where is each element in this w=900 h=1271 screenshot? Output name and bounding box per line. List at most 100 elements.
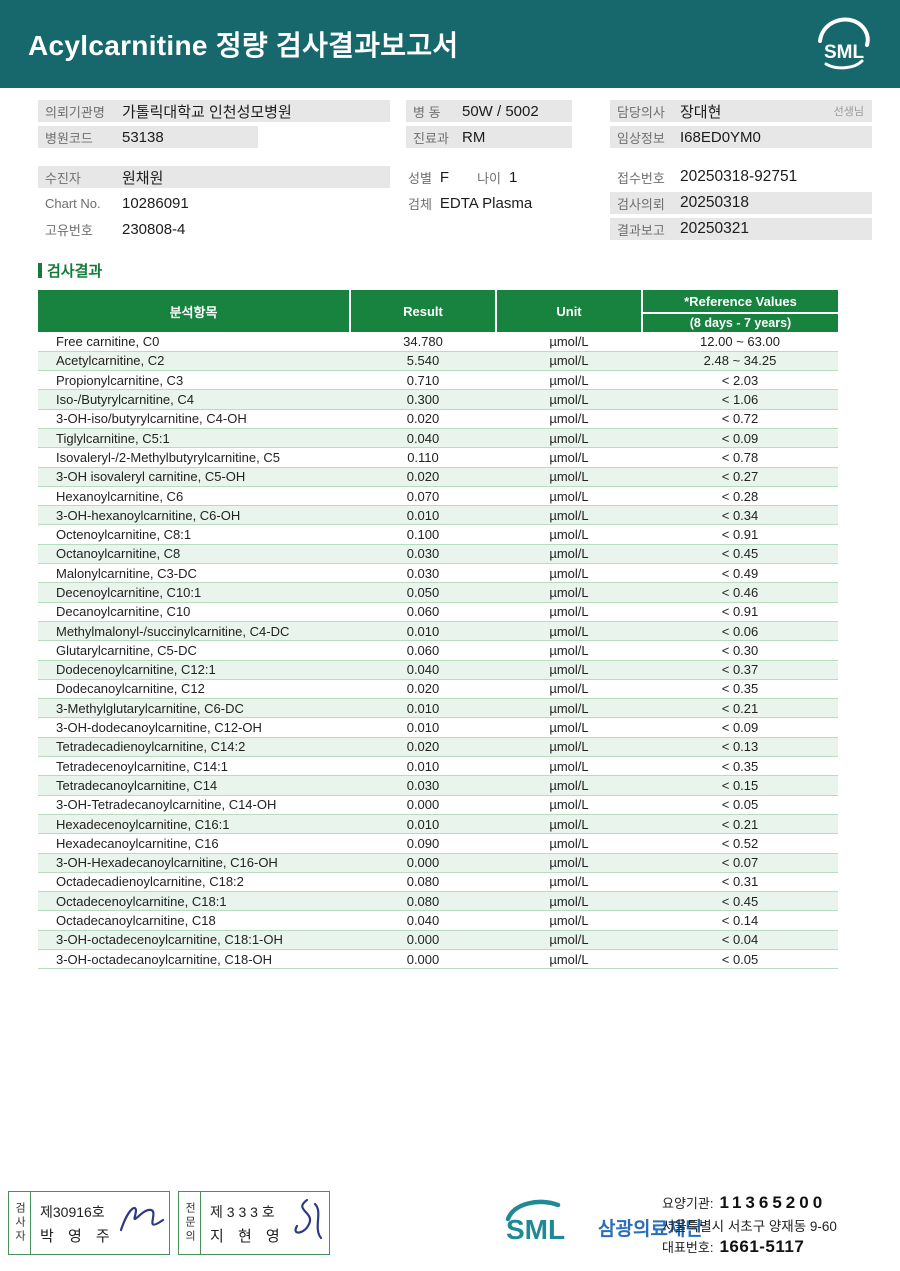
table-row: Octenoylcarnitine, C8:1 0.100 µmol/L < 0.91	[38, 524, 838, 545]
analyte-name: Hexadecanoylcarnitine, C16	[38, 833, 350, 854]
result-value: 0.070	[350, 486, 496, 507]
table-row: Glutarylcarnitine, C5-DC 0.060 µmol/L < 0.3…	[38, 640, 838, 661]
unit-value: µmol/L	[496, 621, 642, 642]
report-date-label: 결과보고	[617, 222, 665, 238]
reference-range: < 0.31	[642, 872, 838, 893]
analyte-name: Hexanoylcarnitine, C6	[38, 486, 350, 507]
table-row: 3-OH-Tetradecanoylcarnitine, C14-OH 0.000…	[38, 795, 838, 815]
unit-value: µmol/L	[496, 949, 642, 970]
table-row: 3-OH-octadecenoylcarnitine, C18:1-OH 0.00…	[38, 930, 838, 951]
analyte-name: Malonylcarnitine, C3-DC	[38, 563, 350, 584]
analyte-name: Octanoylcarnitine, C8	[38, 544, 350, 565]
analyte-name: Free carnitine, C0	[38, 332, 350, 352]
analyte-name: Octadecenoylcarnitine, C18:1	[38, 891, 350, 912]
unit-value: µmol/L	[496, 853, 642, 873]
specimen-value: EDTA Plasma	[439, 194, 533, 212]
reference-range: < 0.72	[642, 409, 838, 429]
reference-range: < 1.06	[642, 389, 838, 410]
result-value: 0.010	[350, 621, 496, 642]
doctor-label: 담당의사	[617, 104, 665, 120]
table-row: Tetradecenoylcarnitine, C14:1 0.010 µmol/L…	[38, 756, 838, 777]
reference-range: < 0.21	[642, 814, 838, 835]
reference-range: < 0.45	[642, 891, 838, 912]
result-value: 0.040	[350, 910, 496, 931]
table-row: Decanoylcarnitine, C10 0.060 µmol/L < 0.91	[38, 602, 838, 622]
unique-no-label: 고유번호	[45, 222, 93, 238]
analyte-name: Isovaleryl-/2-Methylbutyrylcarnitine, C5	[38, 447, 350, 468]
reference-range: < 0.34	[642, 505, 838, 526]
tester-stamp-body: 제30916호 박 영 주	[31, 1192, 115, 1254]
reference-range: < 0.35	[642, 756, 838, 777]
request-date-label: 검사의뢰	[617, 196, 665, 212]
sml-logo-text: SML	[824, 42, 865, 63]
tel-number: 1661-5117	[719, 1237, 805, 1256]
unit-value: µmol/L	[496, 910, 642, 931]
column-header-result: Result	[349, 290, 496, 332]
table-row: 3-OH-Hexadecanoylcarnitine, C16-OH 0.000 µ…	[38, 853, 838, 873]
reference-range: < 0.13	[642, 737, 838, 758]
reference-range: < 0.05	[642, 795, 838, 815]
results-table: 분석항목 Result Unit *Reference Values (8 da…	[38, 290, 838, 970]
field-request-date: 검사의뢰 20250318	[610, 192, 872, 214]
unit-value: µmol/L	[496, 660, 642, 680]
care-org-line: 요양기관: 11365200	[662, 1193, 892, 1213]
reference-range: < 0.30	[642, 640, 838, 661]
reference-range: < 0.45	[642, 544, 838, 565]
table-row: Propionylcarnitine, C3 0.710 µmol/L < 2.03	[38, 370, 838, 391]
table-row: 3-Methylglutarylcarnitine, C6-DC 0.010 µmo…	[38, 698, 838, 719]
results-table-header: 분석항목 Result Unit *Reference Values (8 da…	[38, 290, 838, 332]
field-chart-no: Chart No. 10286091	[38, 192, 390, 214]
reference-range: < 0.78	[642, 447, 838, 468]
analyte-name: Iso-/Butyrylcarnitine, C4	[38, 389, 350, 410]
analyte-name: Octadecanoylcarnitine, C18	[38, 910, 350, 931]
unit-value: µmol/L	[496, 698, 642, 719]
unit-value: µmol/L	[496, 351, 642, 372]
tester-name: 박 영 주	[40, 1227, 115, 1245]
analyte-name: Glutarylcarnitine, C5-DC	[38, 640, 350, 661]
age-label: 나이	[477, 170, 502, 186]
hospital-code-value: 53138	[122, 128, 164, 146]
reference-range: < 0.05	[642, 949, 838, 970]
result-value: 34.780	[350, 332, 496, 352]
result-value: 0.010	[350, 717, 496, 738]
analyte-name: Hexadecenoylcarnitine, C16:1	[38, 814, 350, 835]
unit-value: µmol/L	[496, 756, 642, 777]
result-value: 0.060	[350, 602, 496, 622]
footer-logo: SML 삼광의료재단	[500, 1199, 703, 1247]
unit-value: µmol/L	[496, 428, 642, 449]
column-header-analyte: 분석항목	[38, 290, 350, 332]
field-department: 진료과 RM	[406, 126, 572, 148]
analyte-name: Tiglylcarnitine, C5:1	[38, 428, 350, 449]
tester-role-label: 검사자	[9, 1192, 31, 1254]
table-row: 3-OH-hexanoylcarnitine, C6-OH 0.010 µmol/L…	[38, 505, 838, 526]
reference-range: < 0.52	[642, 833, 838, 854]
reference-range: < 0.49	[642, 563, 838, 584]
reference-range: 12.00 ~ 63.00	[642, 332, 838, 352]
patient-name-value: 원채원	[122, 169, 164, 187]
result-value: 0.000	[350, 853, 496, 873]
sml-logo-mark: SML	[818, 17, 870, 70]
unit-value: µmol/L	[496, 467, 642, 487]
section-title-bar	[38, 263, 42, 278]
table-row: 3-OH-dodecanoylcarnitine, C12-OH 0.010 µmo…	[38, 717, 838, 738]
reference-range: < 0.28	[642, 486, 838, 507]
reference-range: < 2.03	[642, 370, 838, 391]
result-value: 0.080	[350, 872, 496, 893]
unit-value: µmol/L	[496, 775, 642, 796]
unit-value: µmol/L	[496, 409, 642, 429]
result-value: 0.020	[350, 409, 496, 429]
analyte-name: Octenoylcarnitine, C8:1	[38, 524, 350, 545]
result-value: 0.000	[350, 795, 496, 815]
unit-value: µmol/L	[496, 602, 642, 622]
table-row: Octadecenoylcarnitine, C18:1 0.080 µmol/L <…	[38, 891, 838, 912]
tel-label: 대표번호:	[662, 1240, 714, 1255]
analyte-name: Propionylcarnitine, C3	[38, 370, 350, 391]
result-value: 0.010	[350, 505, 496, 526]
unit-value: µmol/L	[496, 582, 642, 603]
org-name: 삼광의료재단	[598, 1219, 703, 1240]
specialist-name: 지 현 영	[210, 1227, 285, 1245]
unique-no-value: 230808-4	[122, 220, 186, 238]
table-row: Hexanoylcarnitine, C6 0.070 µmol/L < 0.28	[38, 486, 838, 507]
reference-range: 2.48 ~ 34.25	[642, 351, 838, 372]
table-row: Tetradecadienoylcarnitine, C14:2 0.020 µmo…	[38, 737, 838, 758]
